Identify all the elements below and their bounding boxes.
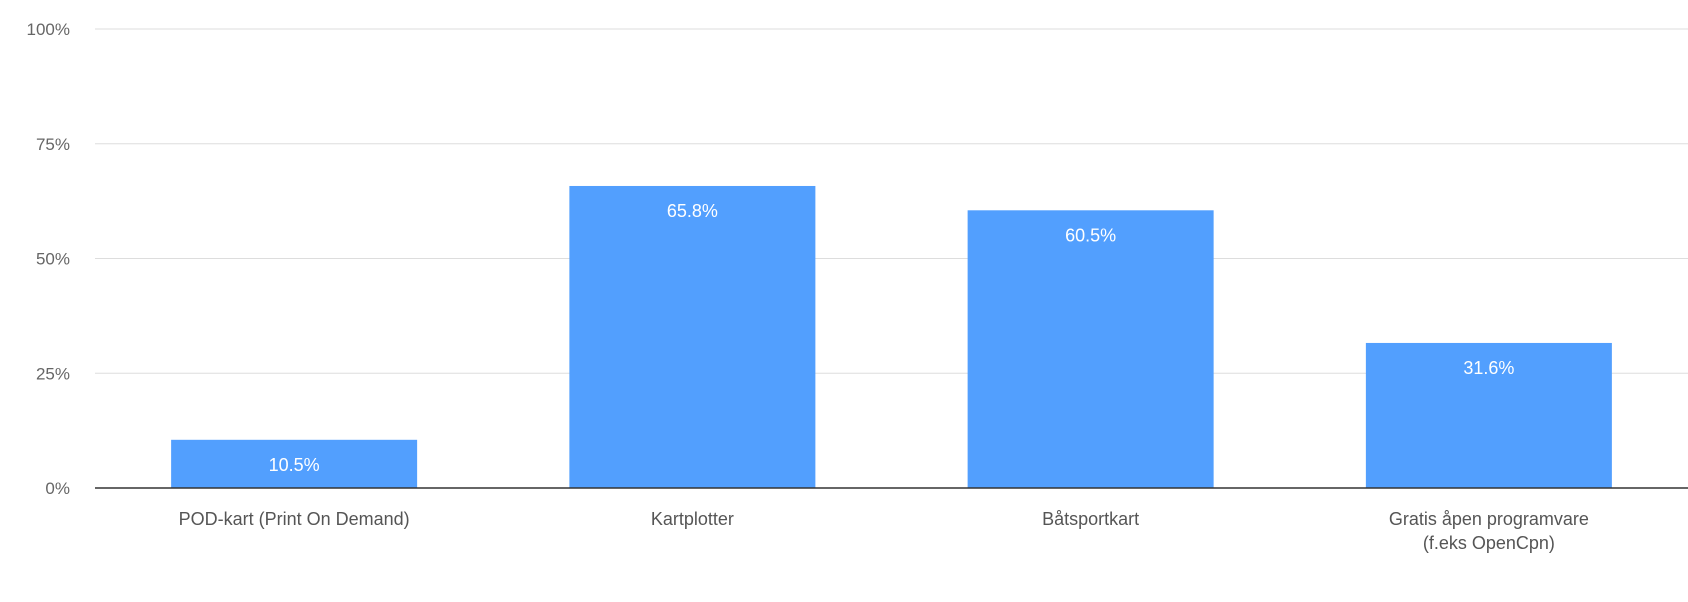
x-category-label: POD-kart (Print On Demand) xyxy=(179,509,410,529)
x-category-label: (f.eks OpenCpn) xyxy=(1423,533,1555,553)
bar-value-label: 10.5% xyxy=(269,455,320,475)
x-category-label: Gratis åpen programvare xyxy=(1389,509,1589,529)
y-tick-label: 50% xyxy=(36,250,70,269)
bar xyxy=(569,186,815,488)
bars: 10.5% 65.8% 60.5% 31.6% xyxy=(171,186,1612,488)
bar xyxy=(968,210,1214,488)
bar-value-label: 65.8% xyxy=(667,201,718,221)
bar-value-label: 60.5% xyxy=(1065,225,1116,245)
bar-value-label: 31.6% xyxy=(1463,358,1514,378)
x-axis-ticks: POD-kart (Print On Demand) Kartplotter Båt… xyxy=(179,509,1589,553)
y-tick-label: 100% xyxy=(27,20,70,39)
y-tick-label: 25% xyxy=(36,364,70,383)
x-category-label: Kartplotter xyxy=(651,509,734,529)
x-category-label: Båtsportkart xyxy=(1042,509,1139,529)
y-axis-ticks: 0% 25% 50% 75% 100% xyxy=(27,20,70,498)
y-tick-label: 0% xyxy=(45,479,70,498)
gridlines xyxy=(95,29,1688,373)
y-tick-label: 75% xyxy=(36,135,70,154)
